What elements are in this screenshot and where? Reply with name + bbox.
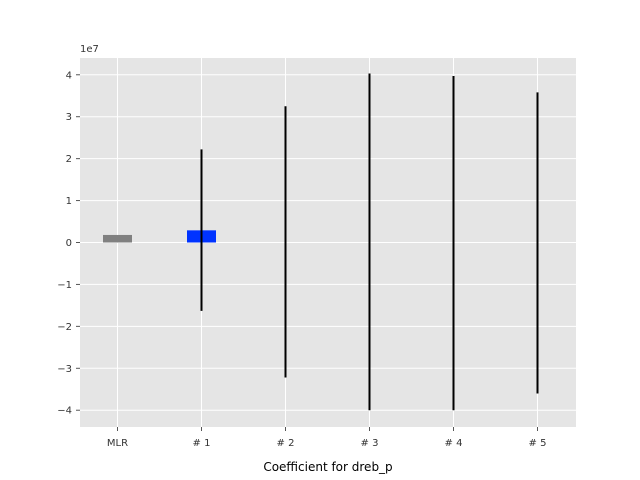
x-tick-label: # 2: [277, 438, 295, 449]
y-tick-label: 0: [66, 238, 72, 249]
x-axis-ticks: MLR # 1 # 2 # 3 # 4 # 5: [107, 427, 547, 449]
x-tick-label: # 5: [529, 438, 547, 449]
y-tick-label: −4: [57, 406, 72, 417]
x-axis-title: Coefficient for dreb_p: [263, 460, 392, 474]
y-axis-ticks: −4 −3 −2 −1 0 1 2 3 4: [57, 70, 80, 417]
x-tick-label: # 3: [361, 438, 379, 449]
y-tick-label: 2: [66, 154, 72, 165]
y-tick-label: 4: [66, 70, 72, 81]
bar: [103, 234, 132, 243]
x-tick-label: # 1: [193, 438, 211, 449]
y-tick-label: 3: [66, 112, 72, 123]
y-tick-label: −2: [57, 322, 72, 333]
y-tick-label: −3: [57, 364, 72, 375]
x-tick-label: # 4: [445, 438, 463, 449]
y-offset-label: 1e7: [80, 44, 99, 55]
x-tick-label: MLR: [107, 438, 128, 449]
error-bars: [200, 73, 539, 411]
y-tick-label: 1: [66, 196, 72, 207]
y-tick-label: −1: [57, 280, 72, 291]
